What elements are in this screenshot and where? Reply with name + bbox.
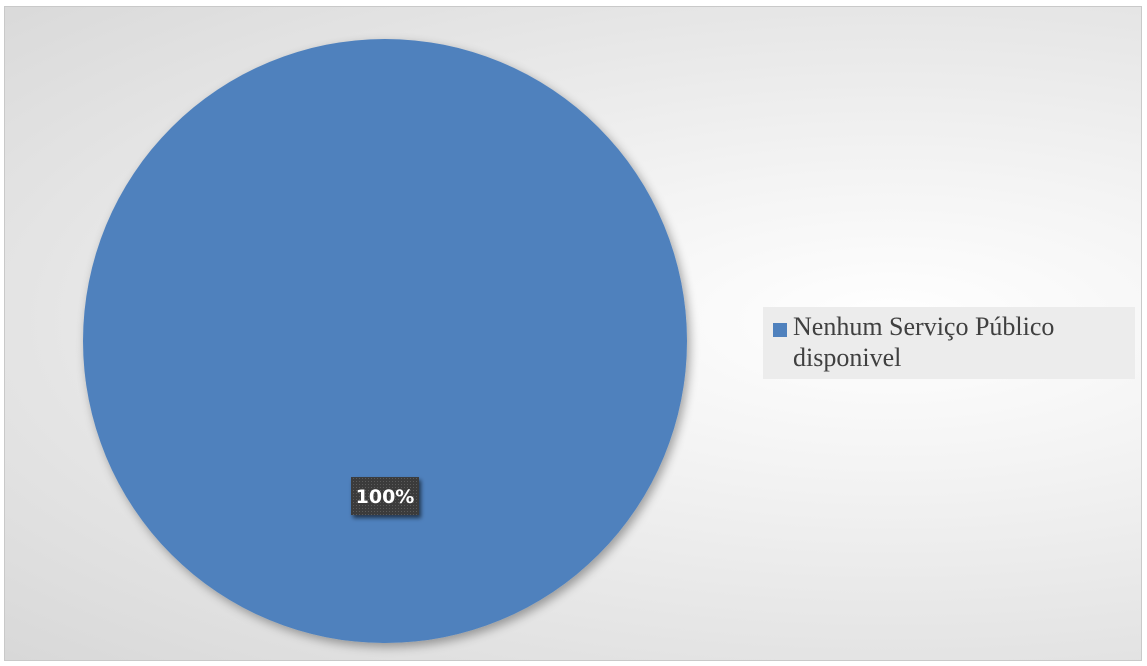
data-label-background <box>351 477 419 516</box>
pie-slices <box>83 39 687 643</box>
legend: Nenhum Serviço Público disponivel <box>763 307 1135 379</box>
legend-label-line1: Nenhum Serviço Público <box>793 312 1055 341</box>
pie-slice <box>83 39 687 643</box>
pie-chart: 100% <box>83 39 687 643</box>
data-label-text: 100% <box>356 486 415 508</box>
data-label: 100% <box>351 477 419 516</box>
legend-label-line2: disponivel <box>793 343 902 372</box>
legend-label: Nenhum Serviço Público disponivel <box>793 311 1054 373</box>
legend-swatch <box>773 323 787 337</box>
pie-data-labels: 100% <box>351 477 419 516</box>
chart-area: 100% Nenhum Serviço Público disponivel <box>4 6 1142 661</box>
